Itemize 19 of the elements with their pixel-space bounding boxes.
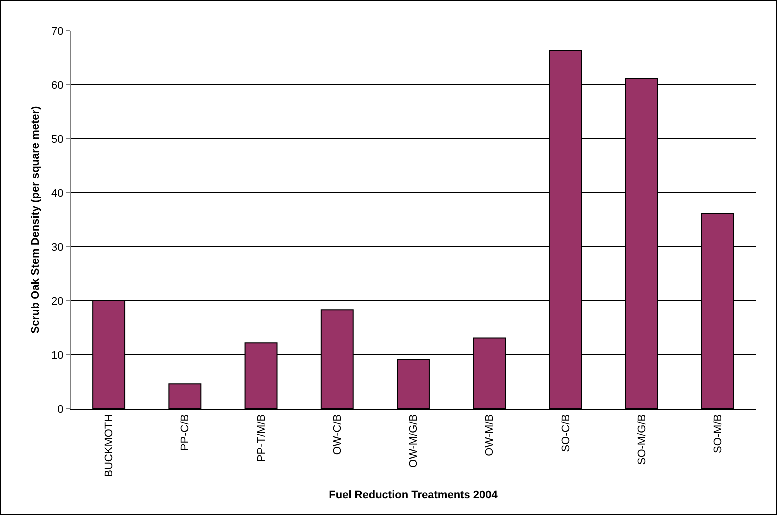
y-tick-label: 70 [52, 26, 64, 38]
y-tick-label: 30 [52, 242, 64, 254]
x-tick-label: OW-M/G/B [408, 414, 420, 468]
y-tick-label: 10 [52, 350, 64, 362]
y-tick-label: 40 [52, 188, 64, 200]
x-tick-label: PP-C/B [180, 414, 192, 452]
x-tick-label: SO-C/B [560, 414, 572, 452]
x-axis-title: Fuel Reduction Treatments 2004 [329, 490, 499, 502]
x-tick-label: PP-T/M/B [256, 414, 268, 462]
y-tick-label: 20 [52, 296, 64, 308]
y-tick-label: 0 [58, 404, 64, 416]
y-tick-label: 60 [52, 80, 64, 92]
x-tick-label: OW-C/B [332, 414, 344, 456]
x-tick-label: SO-M/G/B [636, 414, 648, 466]
x-tick-label: OW-M/B [484, 414, 496, 456]
y-axis-title: Scrub Oak Stem Density (per square meter) [30, 106, 42, 334]
y-tick-label: 50 [52, 134, 64, 146]
x-tick-label: BUCKMOTH [104, 414, 116, 478]
x-tick-label: SO-M/B [712, 414, 725, 454]
